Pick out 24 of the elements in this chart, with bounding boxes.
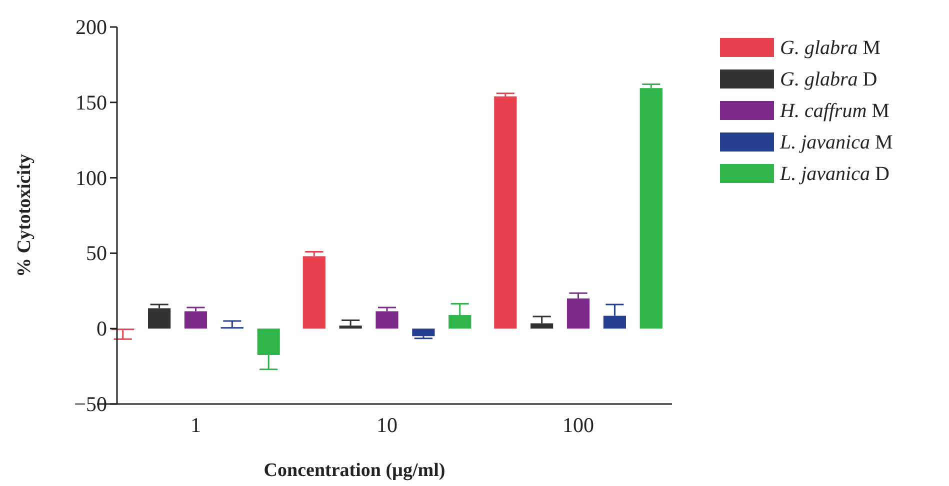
y-axis-title: % Cytotoxicity (14, 154, 35, 277)
bar (640, 88, 662, 329)
legend-label: G. glabra D (780, 68, 878, 90)
y-tick-label: 150 (76, 90, 107, 114)
bar (184, 311, 208, 329)
bar (302, 256, 326, 329)
bar (412, 328, 435, 336)
bar (566, 298, 590, 329)
y-tick-label: 200 (76, 15, 107, 39)
x-axis-title: Concentration (µg/ml) (264, 460, 446, 481)
legend-label: L. javanica D (779, 163, 890, 185)
bar (376, 311, 398, 329)
legend-label: G. glabra M (780, 37, 881, 59)
legend-label: H. caffrum M (779, 100, 890, 122)
bar (494, 96, 517, 329)
y-tick-label: −50 (74, 392, 107, 416)
bar (148, 308, 171, 329)
x-tick-label: 100 (562, 413, 594, 437)
x-tick-label: 1 (190, 413, 201, 437)
y-tick-label: 0 (96, 316, 107, 341)
x-tick-label: 10 (376, 413, 398, 437)
legend-label: L. javanica M (779, 132, 893, 154)
y-tick-label: 100 (76, 166, 107, 190)
y-tick-label: 50 (86, 241, 107, 266)
